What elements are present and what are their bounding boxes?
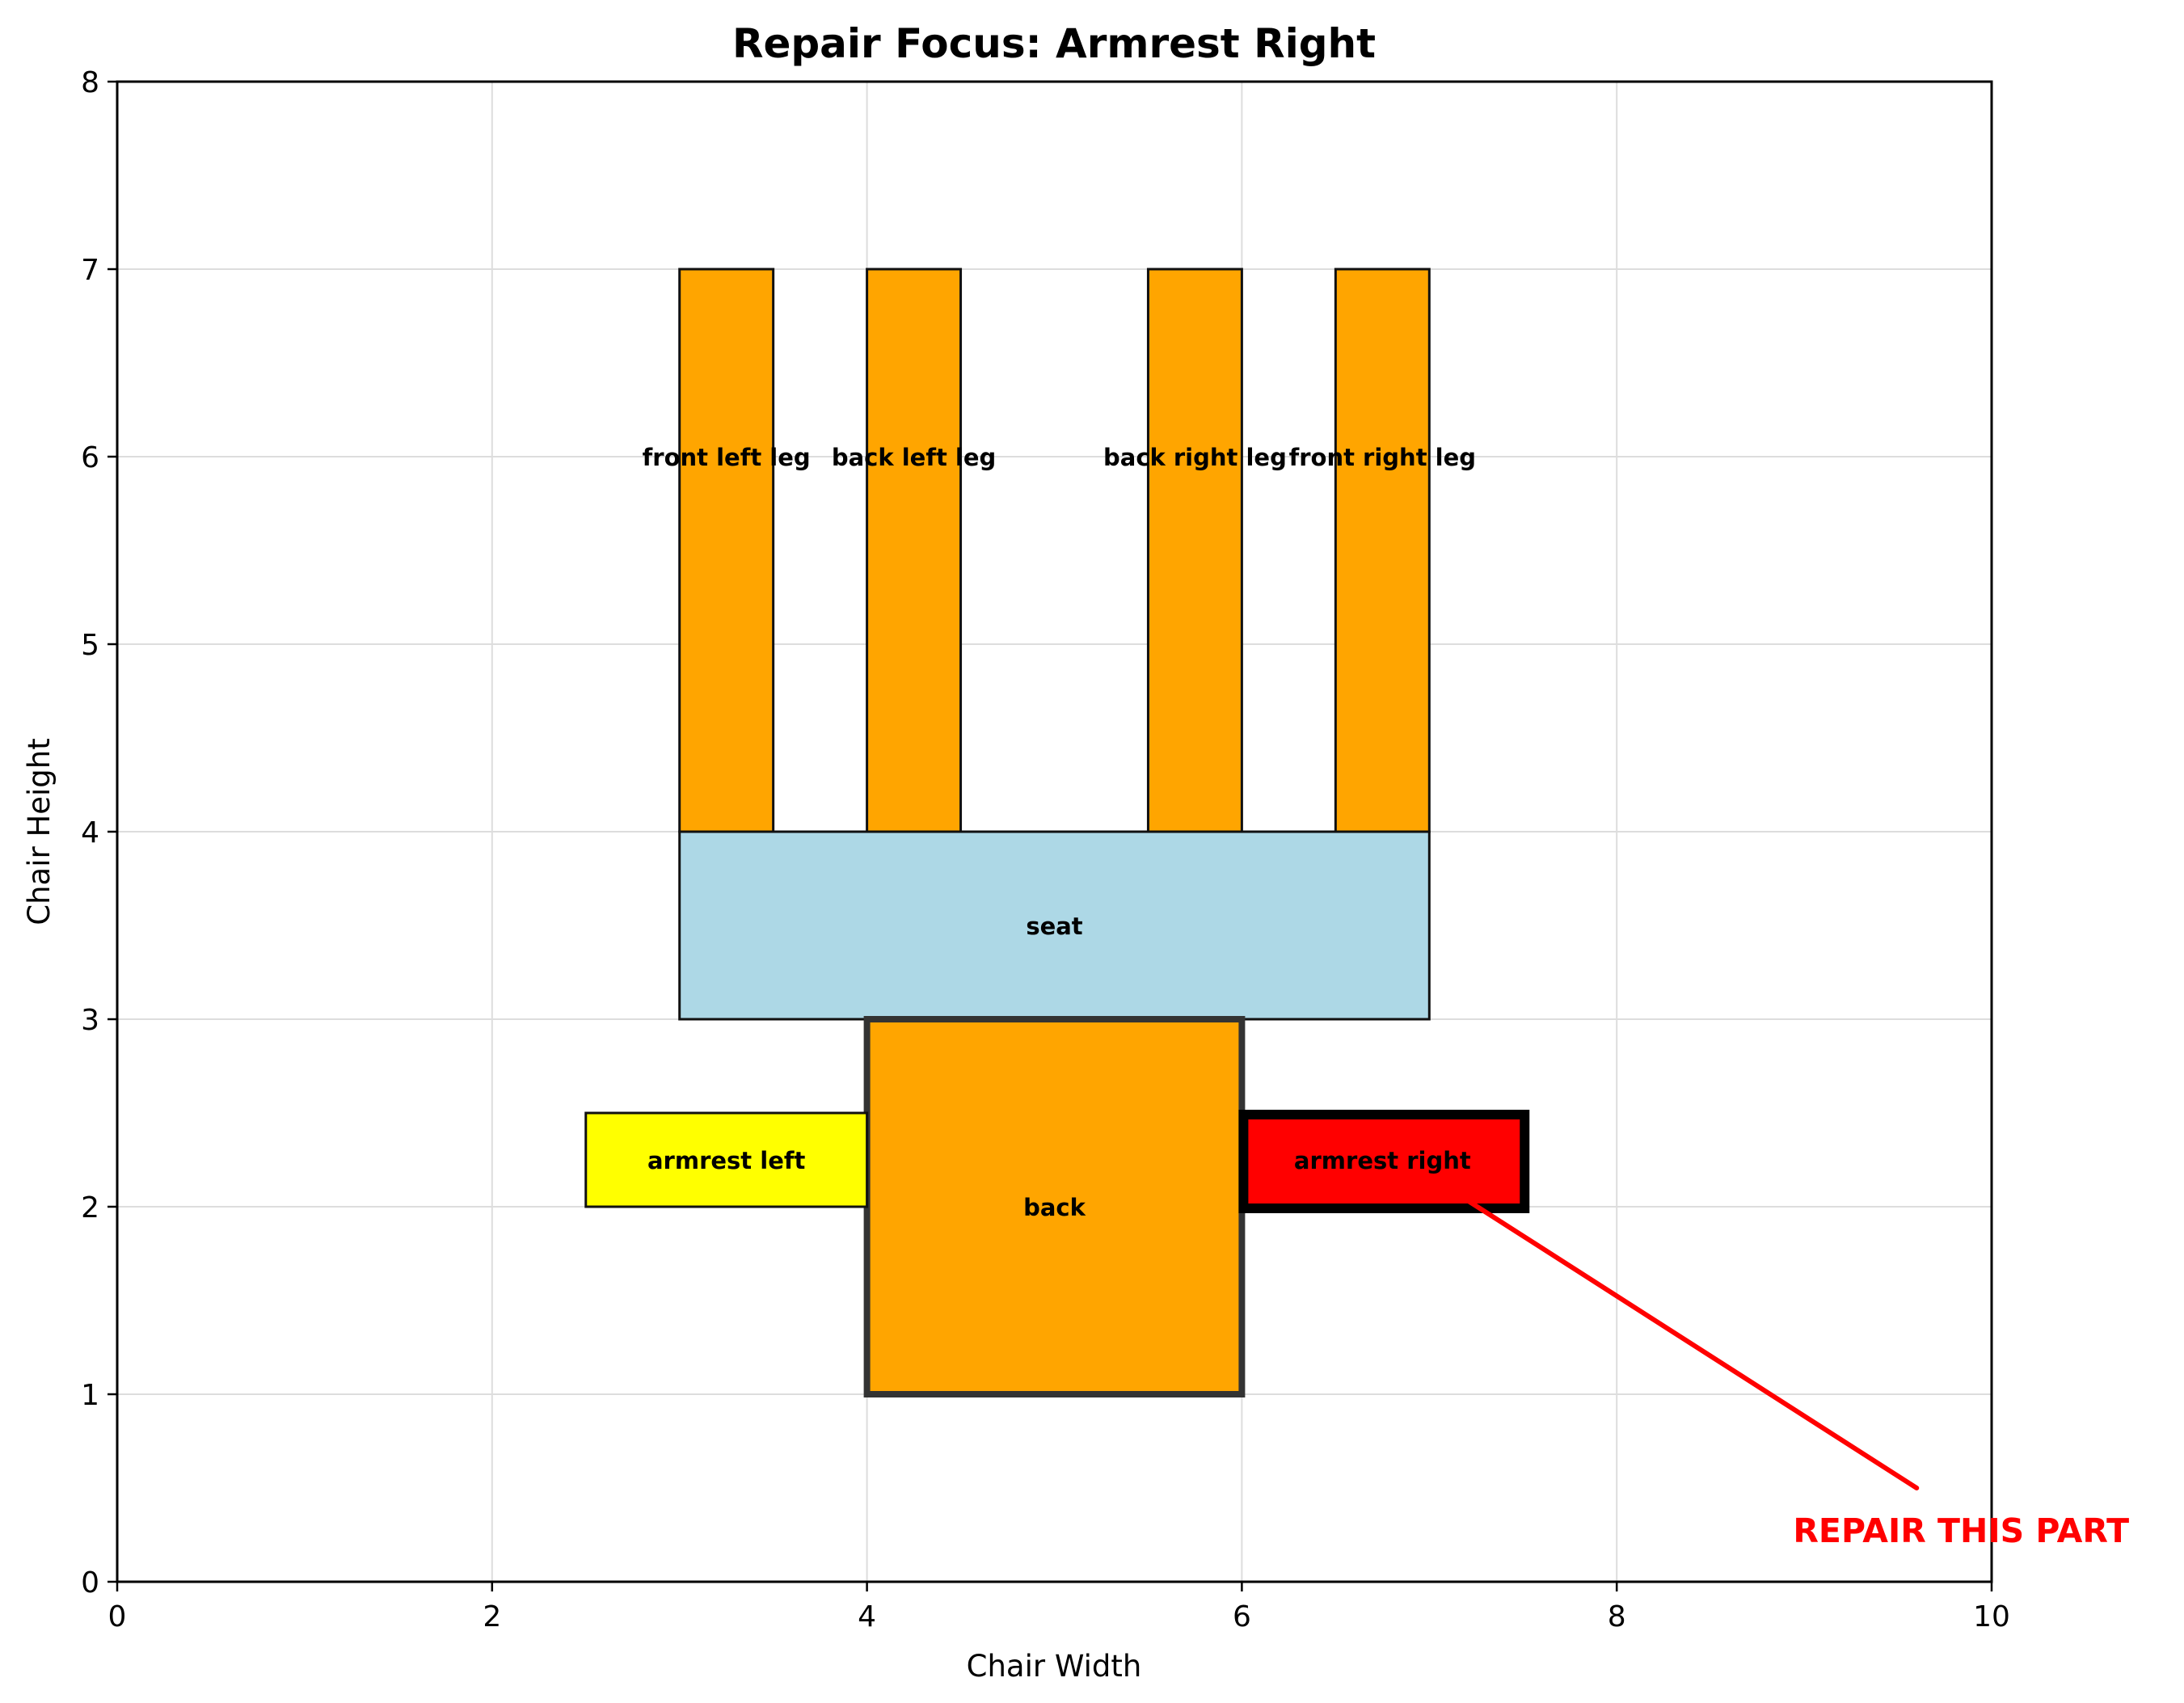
- x-tick-label: 0: [108, 1600, 127, 1633]
- back-label: back: [1023, 1194, 1086, 1221]
- back-right-leg-label: back right leg: [1103, 444, 1287, 471]
- y-tick-label: 8: [81, 66, 99, 99]
- front-left-leg-part: [678, 268, 775, 833]
- y-tick-label: 5: [81, 629, 99, 662]
- seat-part: [678, 830, 1431, 1021]
- armrest-right-label: armrest right: [1294, 1147, 1471, 1174]
- annotation-text: REPAIR THIS PART: [1793, 1511, 2129, 1550]
- back-part: [863, 1016, 1246, 1397]
- y-tick-label: 2: [81, 1191, 99, 1225]
- front-left-leg-label: front left leg: [643, 444, 811, 471]
- armrest-left-label: armrest left: [647, 1147, 806, 1174]
- back-right-leg-part: [1146, 268, 1243, 833]
- front-right-leg-label: front right leg: [1289, 444, 1476, 471]
- annotation-arrow: [1445, 1185, 1920, 1490]
- axis-ticks: 0 2 4 6 8 10 0 1 2 3 4 5 6 7 8: [81, 66, 2010, 1633]
- x-tick-label: 8: [1608, 1600, 1626, 1633]
- annotation: REPAIR THIS PART: [1445, 1185, 2129, 1550]
- front-right-leg-part: [1334, 268, 1431, 833]
- chart-title: Repair Focus: Armrest Right: [732, 20, 1376, 67]
- armrest-left-part: [584, 1111, 869, 1208]
- seat-label: seat: [1026, 913, 1082, 940]
- x-tick-label: 10: [1973, 1600, 2010, 1633]
- part-labels: front left leg back left leg back right le…: [643, 444, 1476, 1221]
- x-tick-label: 6: [1233, 1600, 1251, 1633]
- back-left-leg-label: back left leg: [832, 444, 996, 471]
- y-tick-label: 1: [81, 1379, 99, 1412]
- chair-parts: [584, 268, 1530, 1397]
- x-tick-label: 2: [483, 1600, 501, 1633]
- y-tick-label: 6: [81, 441, 99, 474]
- back-left-leg-part: [866, 268, 963, 833]
- x-tick-label: 4: [858, 1600, 876, 1633]
- y-tick-label: 7: [81, 254, 99, 287]
- y-tick-label: 4: [81, 816, 99, 849]
- armrest-right-part: [1238, 1110, 1530, 1213]
- y-tick-label: 0: [81, 1566, 99, 1600]
- y-axis-label: Chair Height: [22, 738, 57, 925]
- y-tick-label: 3: [81, 1004, 99, 1037]
- x-axis-label: Chair Width: [967, 1649, 1142, 1684]
